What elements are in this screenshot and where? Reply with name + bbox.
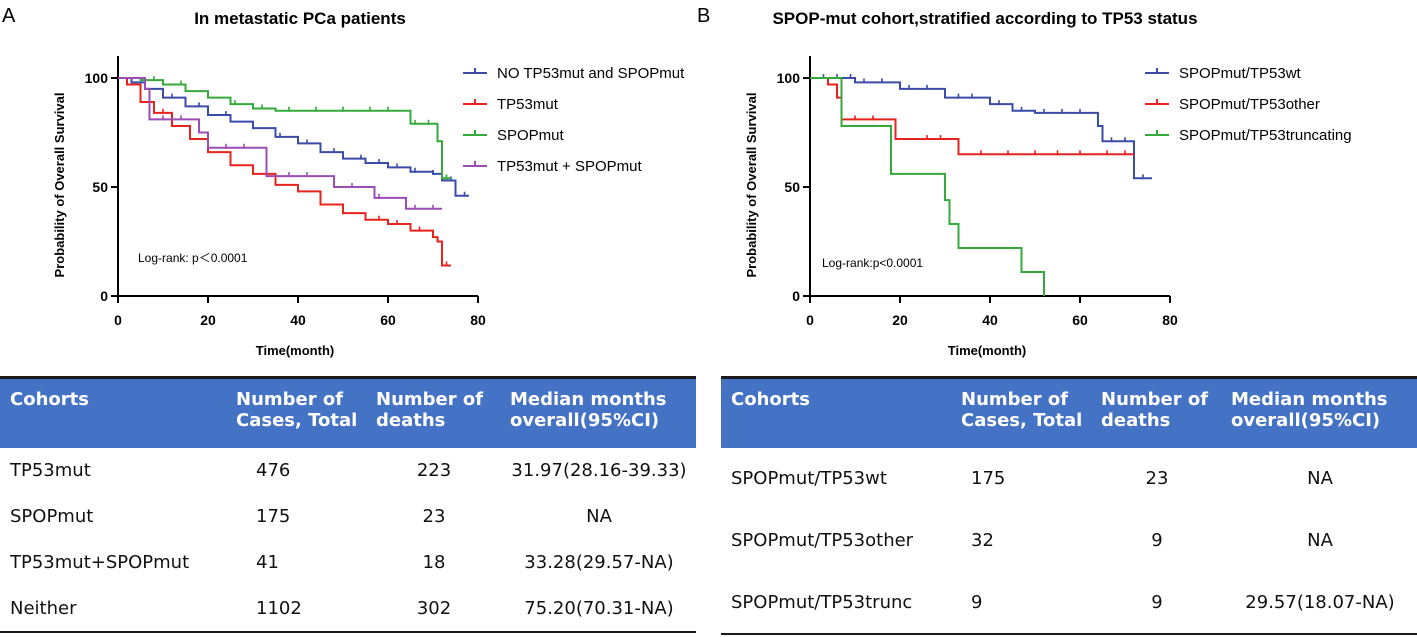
y-tick-label: 100 [85,70,109,86]
km-curve-line [118,77,442,210]
column-header: Number of Cases, Total [951,376,1091,448]
y-axis-label: Probability of Overall Survival [744,93,759,278]
table-cell: 29.57(18.07-NA) [1221,571,1417,635]
table-cell: 9 [1091,571,1221,635]
table-row: SPOPmut/TP53other 32 9 NA [721,510,1417,572]
table-cell: 31.97(28.16-39.33) [511,460,687,481]
column-header: Cohorts [0,376,226,448]
legend-label: TP53mut [497,96,559,113]
table-cell: NA [1307,468,1333,489]
table-row: SPOPmut 175 23 NA [0,494,696,540]
y-tick-label: 0 [792,288,800,304]
table-cell: SPOPmut/TP53other [731,530,914,551]
table-cell: SPOPmut [10,506,94,527]
km-curve-line [118,77,451,180]
x-tick-label: 40 [290,312,306,328]
chart-panel-a: A In metastatic PCa patients 0 50 100 0 20 40 60… [2,5,685,358]
legend-label: SPOPmut/TP53truncating [1179,127,1352,144]
x-axis-label: Time(month) [948,343,1026,358]
km-curve-line [118,77,469,197]
chart-title: SPOP-mut cohort,stratified according to … [772,9,1197,28]
table-row: TP53mut 476 223 31.97(28.16-39.33) [0,448,696,494]
x-tick-label: 0 [114,312,122,328]
km-curve-line [118,77,451,267]
table-cell: 9 [1151,530,1163,551]
x-tick-label: 60 [1072,312,1088,328]
x-tick-label: 80 [470,312,486,328]
panel-letter: B [697,5,710,27]
table-cell: 41 [256,552,279,573]
table-cell: 32 [971,530,994,551]
stats-table-b: Cohorts Number of Cases, Total Number of d… [721,376,1417,635]
table-cell: 302 [366,585,500,633]
panel-letter: A [2,5,16,27]
km-series-3: TP53mut + SPOPmut [118,77,642,210]
table-row: SPOPmut/TP53wt 175 23 NA [721,448,1417,510]
column-header: Cohorts [721,376,951,448]
logrank-annotation: Log-rank:p<0.0001 [822,256,923,270]
table-cell: NA [586,506,612,527]
column-header: Number of Cases, Total [226,376,366,448]
table-cell: 175 [256,506,291,527]
table-row: SPOPmut/TP53trunc 9 9 29.57(18.07-NA) [721,571,1417,635]
table-cell: SPOPmut/TP53wt [731,468,887,489]
y-tick-label: 0 [100,288,108,304]
chart-title: In metastatic PCa patients [194,9,406,28]
table-row: TP53mut+SPOPmut 41 18 33.28(29.57-NA) [0,540,696,586]
table-cell: Neither [0,585,226,633]
legend-label: SPOPmut [497,127,565,144]
table-cell: 23 [422,506,446,527]
table-cell: 75.20(70.31-NA) [500,585,696,633]
chart-panel-b: B SPOP-mut cohort,stratified according to… [697,5,1352,358]
x-tick-label: 60 [380,312,396,328]
km-series-2: SPOPmut [118,76,565,180]
table-cell: NA [1307,530,1333,551]
y-tick-label: 50 [784,179,800,195]
table-cell: SPOPmut/TP53trunc [721,571,951,635]
km-series-1: SPOPmut/TP53other [810,77,1320,156]
km-series-0: NO TP53mut and SPOPmut [118,65,685,197]
km-curve-line [810,77,1045,296]
stats-table-a: Cohorts Number of Cases, Total Number of d… [0,376,696,633]
x-tick-label: 80 [1162,312,1178,328]
x-tick-label: 20 [892,312,908,328]
table-cell: 175 [971,468,1006,489]
table-row: Neither 1102 302 75.20(70.31-NA) [0,585,696,633]
km-curve-line [810,77,1152,180]
km-curve-line [810,77,1134,156]
table-header-row: Cohorts Number of Cases, Total Number of d… [721,376,1417,448]
table-cell: 33.28(29.57-NA) [524,552,674,573]
y-tick-label: 100 [777,70,801,86]
table-cell: 476 [256,460,291,481]
legend-label: NO TP53mut and SPOPmut [497,65,685,82]
table-cell: TP53mut+SPOPmut [10,552,190,573]
legend-label: TP53mut + SPOPmut [497,158,642,175]
column-header: Number of deaths [366,376,500,448]
column-header: Number of deaths [1091,376,1221,448]
x-tick-label: 40 [982,312,998,328]
table-cell: 1102 [226,585,366,633]
y-axis-label: Probability of Overall Survival [52,93,67,278]
table-cell: TP53mut [10,460,91,481]
y-tick-label: 50 [92,179,108,195]
column-header: Median months overall(95%CI) [500,376,696,448]
table-cell: 9 [951,571,1091,635]
legend-label: SPOPmut/TP53wt [1179,65,1302,82]
x-tick-label: 20 [200,312,216,328]
legend-label: SPOPmut/TP53other [1179,96,1320,113]
km-series-0: SPOPmut/TP53wt [810,65,1302,180]
table-cell: 23 [1145,468,1169,489]
km-series-1: TP53mut [118,77,559,267]
x-tick-label: 0 [806,312,814,328]
logrank-annotation: Log-rank: p＜0.0001 [138,251,248,265]
x-axis-label: Time(month) [256,343,334,358]
table-cell: 18 [422,552,446,573]
km-series-2: SPOPmut/TP53truncating [810,77,1352,296]
column-header: Median months overall(95%CI) [1221,376,1417,448]
table-header-row: Cohorts Number of Cases, Total Number of d… [0,376,696,448]
table-cell: 223 [416,460,452,481]
